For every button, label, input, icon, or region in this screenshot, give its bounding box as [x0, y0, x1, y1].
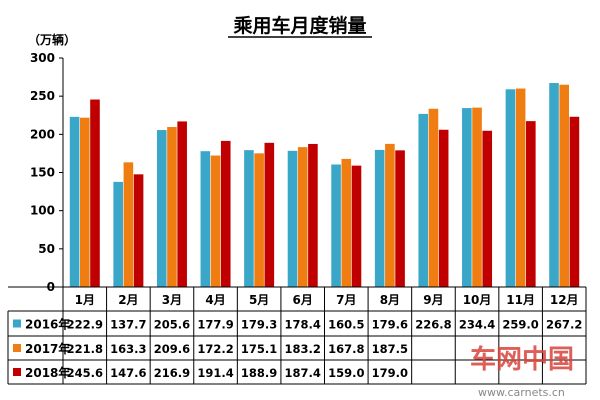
data-label-2017年-4月: 172.2 — [197, 342, 233, 356]
bar-2018年-10月 — [482, 130, 493, 287]
bar-2018年-9月 — [438, 129, 449, 287]
data-label-2016年-4月: 177.9 — [197, 318, 233, 332]
bar-2017年-2月 — [123, 162, 134, 287]
legend-swatch-2018年 — [13, 368, 21, 376]
bar-2016年-11月 — [505, 89, 516, 287]
data-label-2018年-8月: 179.0 — [372, 366, 408, 380]
bar-2016年-3月 — [156, 130, 167, 287]
bar-2016年-12月 — [549, 83, 559, 287]
data-label-2018年-4月: 191.4 — [197, 366, 233, 380]
x-category-label: 10月 — [463, 293, 492, 307]
bar-2018年-8月 — [395, 150, 405, 287]
legend-label-2018年: 2018年 — [25, 365, 70, 380]
data-label-2016年-10月: 234.4 — [459, 318, 495, 332]
y-tick-label-250: 250 — [30, 89, 55, 103]
watermark: 车网中国 www.carnets.cn — [470, 344, 574, 399]
x-category-label: 1月 — [75, 293, 95, 307]
bar-2017年-6月 — [297, 147, 308, 287]
bar-2016年-8月 — [374, 149, 385, 287]
bar-2017年-9月 — [428, 108, 439, 287]
bar-2016年-9月 — [418, 113, 429, 287]
bar-2018年-11月 — [526, 121, 536, 287]
bar-2018年-7月 — [351, 165, 362, 287]
bar-2017年-12月 — [559, 84, 570, 287]
data-label-2016年-12月: 267.2 — [546, 318, 582, 332]
data-label-2018年-3月: 216.9 — [154, 366, 190, 380]
x-category-label: 11月 — [506, 293, 535, 307]
bar-2018年-12月 — [569, 116, 580, 287]
data-label-2018年-5月: 188.9 — [241, 366, 277, 380]
bar-2018年-4月 — [220, 140, 231, 287]
data-label-2016年-9月: 226.8 — [415, 318, 451, 332]
data-label-2016年-5月: 179.3 — [241, 318, 277, 332]
x-category-label: 2月 — [118, 293, 138, 307]
bar-2018年-5月 — [264, 142, 275, 287]
data-label-2016年-11月: 259.0 — [502, 318, 538, 332]
bar-2017年-10月 — [472, 107, 482, 288]
data-label-2018年-7月: 159.0 — [328, 366, 364, 380]
legend-label-2017年: 2017年 — [25, 341, 70, 356]
x-category-label: 8月 — [380, 293, 400, 307]
y-tick-label-100: 100 — [30, 204, 55, 218]
bar-2017年-5月 — [254, 153, 264, 287]
bar-2017年-11月 — [515, 88, 526, 287]
data-label-2017年-5月: 175.1 — [241, 342, 277, 356]
data-label-2017年-3月: 209.6 — [154, 342, 190, 356]
data-label-2016年-2月: 137.7 — [110, 318, 146, 332]
data-label-2016年-1月: 222.9 — [67, 318, 103, 332]
y-axis-unit-label: （万辆） — [28, 32, 76, 47]
data-label-2016年-6月: 178.4 — [285, 318, 321, 332]
bar-2018年-1月 — [90, 99, 100, 287]
bar-2016年-4月 — [200, 151, 211, 287]
y-tick-label-300: 300 — [30, 51, 55, 65]
bar-2016年-2月 — [113, 181, 123, 287]
bar-2017年-1月 — [79, 117, 90, 287]
legend-swatch-2016年 — [13, 319, 21, 328]
bar-2018年-2月 — [133, 174, 144, 287]
bar-2018年-6月 — [308, 143, 318, 287]
x-category-label: 7月 — [336, 293, 356, 307]
watermark-brand: 车网中国 — [470, 344, 574, 375]
y-tick-label-50: 50 — [38, 242, 55, 256]
data-label-2017年-1月: 221.8 — [67, 342, 103, 356]
data-label-2018年-2月: 147.6 — [110, 366, 146, 380]
data-label-2018年-6月: 187.4 — [285, 366, 321, 380]
data-label-2016年-8月: 179.6 — [372, 318, 408, 332]
legend-label-2016年: 2016年 — [25, 317, 70, 332]
legend-swatch-2017年 — [13, 344, 21, 352]
chart-title: 乘用车月度销量 — [232, 14, 366, 37]
bar-2016年-5月 — [244, 150, 254, 287]
data-label-2017年-6月: 183.2 — [285, 342, 321, 356]
bar-2017年-8月 — [385, 143, 395, 288]
data-label-2018年-1月: 245.6 — [67, 366, 103, 380]
data-label-2017年-7月: 167.8 — [328, 342, 364, 356]
x-category-label: 3月 — [162, 293, 182, 307]
bar-2016年-7月 — [331, 164, 341, 287]
y-tick-label-150: 150 — [30, 166, 55, 180]
x-category-label: 5月 — [249, 293, 269, 307]
bar-2016年-1月 — [69, 116, 80, 287]
watermark-url: www.carnets.cn — [478, 386, 565, 399]
bar-2018年-3月 — [177, 121, 187, 288]
data-label-2016年-3月: 205.6 — [154, 318, 190, 332]
data-label-2017年-8月: 187.5 — [372, 342, 408, 356]
data-label-2016年-7月: 160.5 — [328, 318, 364, 332]
x-category-label: 4月 — [205, 293, 225, 307]
bar-2017年-4月 — [210, 155, 221, 287]
bar-2017年-3月 — [167, 127, 177, 287]
x-category-label: 12月 — [550, 293, 579, 307]
bar-2016年-6月 — [287, 150, 298, 287]
bar-2016年-10月 — [462, 108, 472, 287]
data-label-2017年-2月: 163.3 — [110, 342, 146, 356]
bar-2017年-7月 — [341, 158, 352, 287]
x-category-label: 6月 — [293, 293, 313, 307]
y-tick-label-200: 200 — [30, 127, 55, 141]
x-category-label: 9月 — [423, 293, 443, 307]
